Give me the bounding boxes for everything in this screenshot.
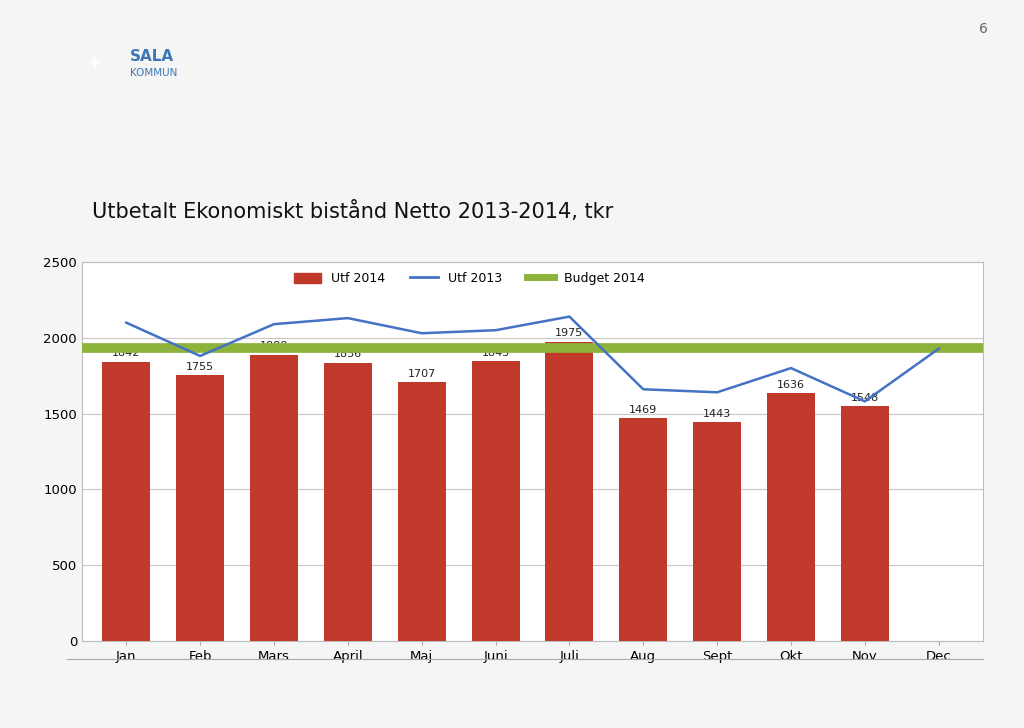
- Bar: [546, 341, 594, 641]
- Text: KOMMUN: KOMMUN: [130, 68, 177, 78]
- Bar: [471, 361, 519, 641]
- Text: 1845: 1845: [481, 348, 510, 358]
- Bar: [176, 375, 224, 641]
- Bar: [767, 393, 815, 641]
- Text: 1755: 1755: [186, 362, 214, 371]
- Text: 1836: 1836: [334, 349, 361, 360]
- Text: 1707: 1707: [408, 369, 436, 379]
- Text: 6: 6: [979, 22, 988, 36]
- Text: Utbetalt Ekonomiskt bistånd Netto 2013-2014, tkr: Utbetalt Ekonomiskt bistånd Netto 2013-2…: [92, 201, 613, 222]
- Text: SALA: SALA: [130, 49, 174, 63]
- Text: 1842: 1842: [112, 349, 140, 358]
- Text: 1636: 1636: [777, 379, 805, 389]
- Bar: [841, 406, 889, 641]
- Text: 1888: 1888: [260, 341, 288, 352]
- Bar: [397, 382, 445, 641]
- Legend: Utf 2014, Utf 2013, Budget 2014: Utf 2014, Utf 2013, Budget 2014: [290, 269, 649, 289]
- Bar: [620, 418, 668, 641]
- Text: 1443: 1443: [703, 409, 731, 419]
- Text: 1975: 1975: [555, 328, 584, 339]
- Bar: [250, 355, 298, 641]
- Bar: [693, 422, 741, 641]
- Bar: [102, 362, 151, 641]
- Text: ✦: ✦: [87, 53, 102, 72]
- Text: 1548: 1548: [851, 393, 879, 403]
- Bar: [324, 363, 372, 641]
- Text: 1469: 1469: [629, 405, 657, 415]
